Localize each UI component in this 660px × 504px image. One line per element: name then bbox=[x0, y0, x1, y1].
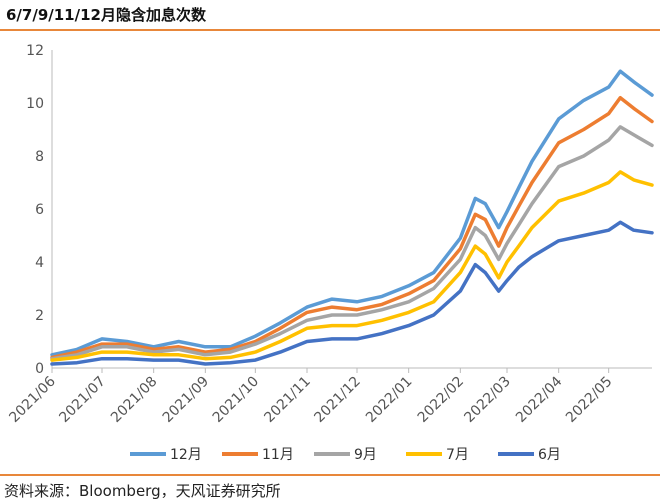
x-tick-label: 2021/12 bbox=[311, 374, 363, 426]
legend-label-2: 9月 bbox=[354, 447, 377, 463]
y-tick-label: 8 bbox=[35, 149, 44, 165]
y-tick-label: 12 bbox=[26, 43, 44, 59]
x-tick-label: 2021/10 bbox=[210, 374, 262, 426]
x-tick-label: 2021/11 bbox=[261, 374, 313, 426]
series-line-2 bbox=[50, 125, 654, 361]
x-tick-label: 2022/02 bbox=[415, 374, 467, 426]
x-tick-label: 2022/03 bbox=[461, 374, 513, 426]
legend-label-4: 6月 bbox=[538, 447, 561, 463]
series-line-1 bbox=[50, 95, 654, 360]
x-tick-label: 2022/05 bbox=[563, 374, 615, 426]
series-line-0 bbox=[50, 69, 654, 357]
legend-label-1: 11月 bbox=[262, 447, 294, 463]
x-tick-label: 2021/07 bbox=[56, 374, 108, 426]
x-tick-label: 2021/06 bbox=[6, 373, 59, 426]
x-tick-label: 2021/09 bbox=[160, 374, 212, 426]
source-note: 资料来源：Bloomberg，天风证券研究所 bbox=[4, 482, 281, 500]
x-tick-label: 2022/04 bbox=[513, 373, 566, 426]
y-tick-labels: 0 2 4 6 8 10 12 bbox=[26, 43, 44, 377]
y-tick-label: 2 bbox=[35, 308, 44, 324]
series-line-3 bbox=[50, 170, 654, 362]
x-tick-label: 2021/08 bbox=[108, 374, 160, 426]
series-lines bbox=[50, 69, 654, 366]
legend-label-3: 7月 bbox=[446, 447, 469, 463]
y-tick-label: 4 bbox=[35, 255, 44, 271]
chart-title: 6/7/9/11/12月隐含加息次数 bbox=[6, 6, 206, 24]
series-line-4 bbox=[50, 220, 654, 366]
bottom-divider bbox=[0, 474, 660, 476]
legend: 12月 11月 9月 7月 6月 bbox=[130, 447, 561, 463]
y-tick-label: 0 bbox=[35, 361, 44, 377]
x-tick-label: 2022/01 bbox=[363, 374, 415, 426]
y-tick-label: 6 bbox=[35, 202, 44, 218]
y-tick-label: 10 bbox=[26, 96, 44, 112]
top-divider bbox=[0, 29, 660, 31]
legend-label-0: 12月 bbox=[170, 447, 202, 463]
